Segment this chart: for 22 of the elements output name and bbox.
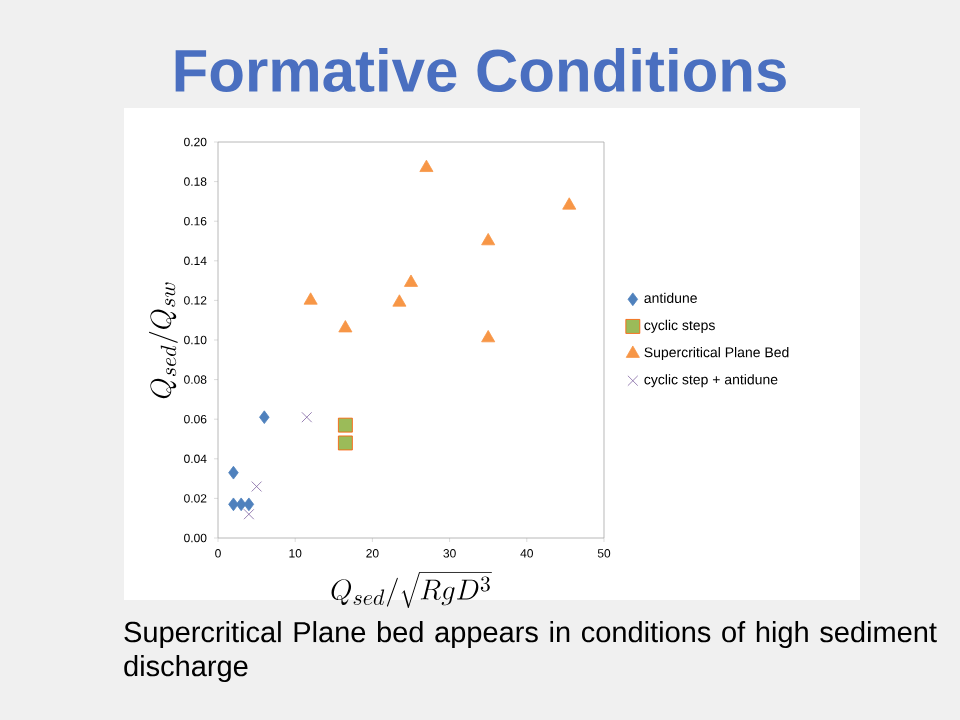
point xyxy=(251,481,262,492)
point xyxy=(562,197,577,210)
point xyxy=(404,274,418,287)
point xyxy=(301,411,313,423)
point xyxy=(228,497,239,512)
text: Supercritical Plane bed appears in conditions of high sediment discharge xyxy=(124,621,937,683)
point xyxy=(228,465,239,480)
point xyxy=(243,508,255,520)
point xyxy=(419,159,434,172)
y-axis-title: $Q_{sed}/Q_{sw}$ xyxy=(149,282,178,399)
point xyxy=(481,233,496,246)
point xyxy=(337,435,353,451)
point xyxy=(303,292,318,305)
point xyxy=(337,417,353,433)
x-axis-title: $Q_{sed}/\sqrt{RgD^3}$ xyxy=(331,572,492,609)
point xyxy=(338,320,353,333)
point xyxy=(259,410,270,425)
point xyxy=(481,330,496,343)
point xyxy=(392,294,407,307)
chart-title: Formative Conditions xyxy=(175,47,786,93)
point xyxy=(243,497,255,512)
point xyxy=(235,497,247,512)
